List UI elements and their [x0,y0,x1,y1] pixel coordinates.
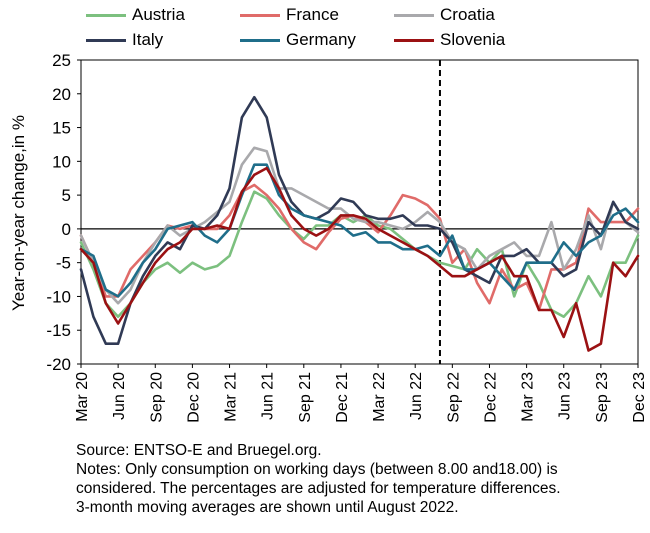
legend-item-croatia: Croatia [394,3,495,27]
series-line-germany [79,163,640,298]
legend-label: Austria [132,5,185,24]
chart-notes: Source: ENTSO-E and Bruegel.org. Notes: … [76,441,646,517]
x-tick-label: Jun 22 [408,372,425,420]
y-tick-label: 5 [62,186,71,205]
legend-item-germany: Germany [240,28,356,52]
y-tick-label: -10 [46,287,71,306]
legend-item-france: France [240,3,339,27]
x-tick-label: Mar 23 [520,372,537,422]
legend-swatch [394,38,434,42]
series-line-slovenia [79,166,640,352]
chart-legend: Austria France Croatia Italy Germany Slovenia [0,0,650,56]
legend-label: Italy [132,30,164,49]
y-tick-label: -15 [46,321,71,340]
x-tick-label: Mar 21 [223,372,240,422]
x-tick-label: Sep 22 [445,372,462,423]
legend-label: Slovenia [440,30,506,49]
y-tick-label: 25 [52,51,71,70]
plot-frame [80,59,639,365]
legend-label: Croatia [440,5,495,24]
notes-line-1: Notes: Only consumption on working days … [76,461,558,478]
series-line-croatia [79,146,640,305]
legend-swatch [240,13,280,17]
legend-item-slovenia: Slovenia [394,28,505,52]
y-tick-label: 10 [52,152,71,171]
legend-swatch [86,38,126,42]
x-tick-label: Jun 20 [111,372,128,420]
y-tick-label: -20 [46,355,71,374]
y-tick-label: 15 [52,119,71,138]
y-tick-label: 0 [62,220,71,239]
x-tick-label: Dec 20 [185,372,202,423]
y-tick-label: -5 [56,254,71,273]
x-tick-label: Sep 23 [594,372,611,423]
x-tick-label: Mar 20 [74,372,91,422]
y-axis-label: Year-on-year change,in % [9,115,28,311]
notes-line-3: 3-month moving averages are shown until … [76,499,459,516]
legend-swatch [240,38,280,42]
x-tick-label: Dec 23 [631,372,648,423]
x-tick-label: Jun 21 [260,372,277,420]
x-tick-label: Dec 22 [482,372,499,423]
x-tick-label: Jun 23 [557,372,574,420]
legend-item-austria: Austria [86,3,185,27]
y-tick-label: 20 [52,85,71,104]
notes-line-2: considered. The percentages are adjusted… [76,480,561,497]
chart-series [79,95,640,352]
x-tick-label: Sep 21 [297,372,314,423]
legend-label: France [286,5,339,24]
x-tick-label: Dec 21 [334,372,351,423]
x-tick-label: Mar 22 [371,372,388,422]
legend-swatch [86,13,126,17]
x-tick-label: Sep 20 [148,372,165,423]
legend-swatch [394,13,434,17]
legend-label: Germany [286,30,356,49]
legend-item-italy: Italy [86,28,163,52]
source-note: Source: ENTSO-E and Bruegel.org. [76,442,322,459]
chart-axes [80,59,639,365]
